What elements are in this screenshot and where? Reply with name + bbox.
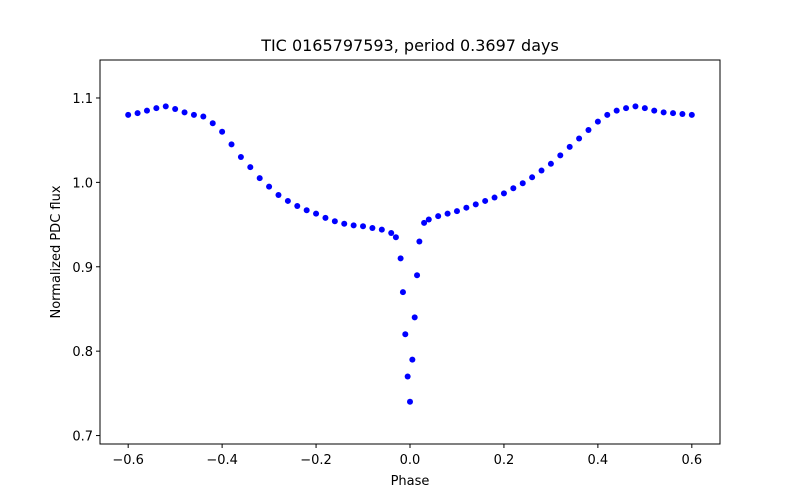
data-point <box>162 103 169 110</box>
data-point <box>585 127 592 134</box>
data-point <box>444 210 451 217</box>
data-point <box>538 167 545 174</box>
data-point <box>392 234 399 241</box>
data-point <box>388 230 395 237</box>
data-point <box>547 160 554 167</box>
data-point <box>284 197 291 204</box>
data-point <box>181 109 188 116</box>
y-tick-label: 0.7 <box>72 430 93 445</box>
data-point <box>350 222 357 229</box>
data-point <box>322 214 329 221</box>
data-point <box>228 141 235 148</box>
x-tick-label: 0.4 <box>588 453 609 468</box>
data-point <box>519 180 526 187</box>
chart-title: TIC 0165797593, period 0.3697 days <box>260 36 559 55</box>
data-point <box>679 111 686 118</box>
data-point <box>402 331 409 338</box>
data-point <box>576 135 583 142</box>
y-tick-label: 0.9 <box>72 261 93 276</box>
data-point <box>660 109 667 116</box>
data-point <box>632 103 639 110</box>
data-point <box>500 190 507 197</box>
data-point <box>670 110 677 117</box>
data-point <box>360 223 367 230</box>
x-tick-label: 0.2 <box>494 453 515 468</box>
data-point <box>294 203 301 209</box>
data-point <box>557 152 564 159</box>
data-point <box>472 201 479 208</box>
data-point <box>416 238 423 245</box>
data-point <box>209 120 216 127</box>
data-point <box>125 111 132 118</box>
data-point <box>613 107 620 114</box>
data-point <box>341 220 348 227</box>
data-point <box>651 107 658 114</box>
data-point <box>378 226 385 233</box>
data-point <box>421 219 428 226</box>
data-point <box>200 113 207 120</box>
x-axis: −0.6 −0.4 −0.2 0.0 0.2 0.4 0.6 <box>112 444 702 468</box>
y-axis: 0.7 0.8 0.9 1.0 1.1 <box>72 92 100 445</box>
data-point <box>404 373 411 380</box>
data-point <box>510 185 517 192</box>
data-point <box>411 314 418 321</box>
data-point <box>256 175 263 182</box>
y-tick-label: 0.8 <box>72 345 93 360</box>
data-point <box>313 210 320 217</box>
y-axis-title: Normalized PDC flux <box>49 185 64 318</box>
x-tick-label: −0.2 <box>300 453 332 468</box>
y-tick-label: 1.1 <box>72 92 93 107</box>
data-point <box>275 192 282 199</box>
data-point <box>190 111 197 118</box>
data-point <box>641 105 648 112</box>
data-point <box>414 272 421 279</box>
x-tick-label: 0.6 <box>681 453 702 468</box>
data-point <box>143 107 150 114</box>
x-tick-label: −0.4 <box>206 453 238 468</box>
data-point <box>453 208 460 215</box>
data-point <box>331 218 338 225</box>
data-point <box>266 183 273 190</box>
data-point <box>172 105 179 112</box>
data-point <box>529 174 536 181</box>
x-tick-label: −0.6 <box>112 453 144 468</box>
data-point <box>247 164 254 171</box>
data-point <box>463 204 470 211</box>
data-point <box>153 105 160 112</box>
data-point <box>594 118 601 125</box>
data-point <box>482 197 489 204</box>
data-point <box>491 194 498 201</box>
data-point <box>369 224 376 231</box>
data-point <box>566 143 573 150</box>
data-point <box>399 289 406 296</box>
data-point <box>397 255 404 262</box>
scatter-points <box>125 103 695 405</box>
data-point <box>425 216 432 223</box>
data-point <box>407 398 413 405</box>
x-axis-title: Phase <box>391 474 430 489</box>
x-tick-label: 0.0 <box>400 453 421 468</box>
data-point <box>219 128 226 135</box>
data-point <box>604 111 611 118</box>
y-tick-label: 1.0 <box>72 176 93 191</box>
data-point <box>303 207 310 214</box>
data-point <box>409 356 416 363</box>
data-point <box>237 154 244 161</box>
data-point <box>688 111 695 118</box>
data-point <box>435 213 442 220</box>
data-point <box>623 105 630 112</box>
data-point <box>134 110 141 117</box>
